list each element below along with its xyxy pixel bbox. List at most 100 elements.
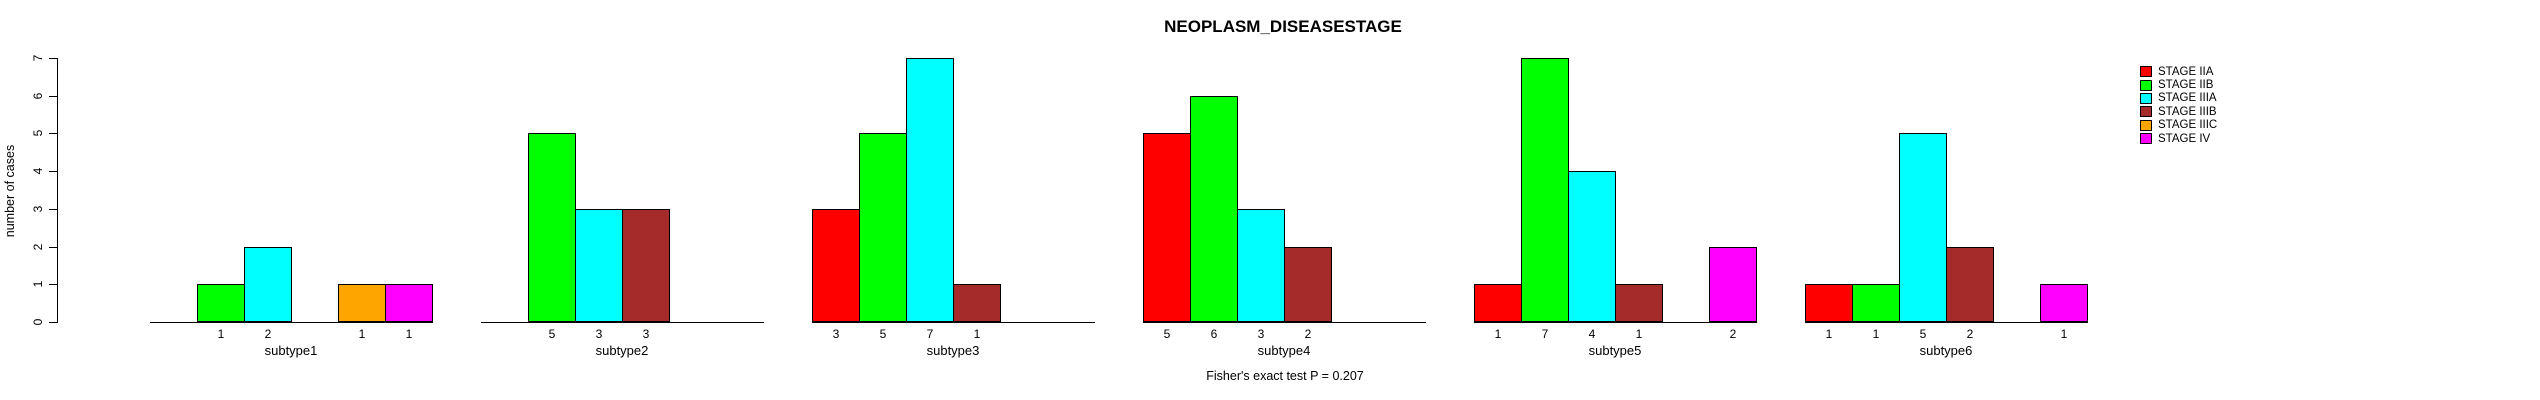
bar-value-label: 5 bbox=[548, 327, 556, 341]
bar-value-label: 7 bbox=[926, 327, 934, 341]
x-axis-baseline bbox=[1143, 322, 1426, 323]
y-axis-tick-label: 0 bbox=[31, 318, 45, 326]
bar-stage-iia-subtype6 bbox=[1805, 284, 1853, 322]
bar-stage-iib-subtype1 bbox=[197, 284, 245, 322]
y-axis-tick-label: 7 bbox=[31, 54, 45, 62]
x-axis-baseline bbox=[1474, 322, 1757, 323]
legend-color-swatch bbox=[2140, 119, 2152, 131]
y-axis-tick-label: 4 bbox=[31, 167, 45, 175]
bar-stage-iiib-subtype6 bbox=[1946, 246, 1994, 322]
bar-stage-iiia-subtype6 bbox=[1899, 133, 1947, 322]
bar-stage-iv-subtype5 bbox=[1709, 246, 1757, 322]
bar-stage-iib-subtype4 bbox=[1190, 95, 1238, 322]
bar-value-label: 1 bbox=[405, 327, 413, 341]
bar-stage-iiia-subtype5 bbox=[1568, 171, 1616, 322]
bar-value-label: 1 bbox=[1872, 327, 1880, 341]
y-axis-line bbox=[57, 58, 58, 323]
bar-stage-iib-subtype2 bbox=[528, 133, 576, 322]
bar-value-label: 5 bbox=[879, 327, 887, 341]
bar-value-label: 1 bbox=[1635, 327, 1643, 341]
bar-value-label: 3 bbox=[595, 327, 603, 341]
bar-stage-iib-subtype6 bbox=[1852, 284, 1900, 322]
y-axis-tick-label: 6 bbox=[31, 92, 45, 100]
legend-label: STAGE IIIB bbox=[2158, 105, 2217, 118]
fisher-test-annotation: Fisher's exact test P = 0.207 bbox=[1206, 369, 1364, 383]
bar-value-label: 7 bbox=[1541, 327, 1549, 341]
bar-value-label: 1 bbox=[217, 327, 225, 341]
bar-value-label: 1 bbox=[2060, 327, 2068, 341]
bar-stage-iiic-subtype1 bbox=[338, 284, 386, 322]
legend-label: STAGE IIIA bbox=[2158, 92, 2217, 105]
bar-value-label: 4 bbox=[1588, 327, 1596, 341]
bar-stage-iiib-subtype2 bbox=[622, 208, 670, 322]
bar-stage-iv-subtype6 bbox=[2040, 284, 2088, 322]
bar-stage-iiib-subtype3 bbox=[953, 284, 1001, 322]
legend-item-stage-iiia: STAGE IIIA bbox=[2140, 92, 2217, 105]
bar-stage-iiib-subtype4 bbox=[1284, 246, 1332, 322]
legend-label: STAGE IV bbox=[2158, 132, 2211, 145]
y-axis-tick bbox=[49, 246, 58, 248]
bar-value-label: 1 bbox=[1825, 327, 1833, 341]
bar-value-label: 1 bbox=[358, 327, 366, 341]
legend-item-stage-iiic: STAGE IIIC bbox=[2140, 119, 2217, 132]
legend-color-swatch bbox=[2140, 66, 2152, 78]
x-axis-baseline bbox=[481, 322, 764, 323]
x-axis-category-label: subtype1 bbox=[264, 343, 318, 358]
bar-stage-iiia-subtype4 bbox=[1237, 208, 1285, 322]
bar-value-label: 5 bbox=[1163, 327, 1171, 341]
bar-stage-iia-subtype5 bbox=[1474, 284, 1522, 322]
legend-label: STAGE IIB bbox=[2158, 79, 2214, 92]
x-axis-baseline bbox=[1805, 322, 2088, 323]
y-axis-tick bbox=[49, 133, 58, 135]
legend-color-swatch bbox=[2140, 79, 2152, 91]
bar-value-label: 1 bbox=[1494, 327, 1502, 341]
bar-stage-iiia-subtype1 bbox=[244, 246, 292, 322]
y-axis-tick bbox=[49, 208, 58, 210]
bar-value-label: 3 bbox=[642, 327, 650, 341]
bar-stage-iiia-subtype3 bbox=[906, 58, 954, 322]
legend-color-swatch bbox=[2140, 133, 2152, 145]
y-axis-tick bbox=[49, 322, 58, 323]
bar-value-label: 5 bbox=[1919, 327, 1927, 341]
bar-value-label: 2 bbox=[1304, 327, 1312, 341]
bar-value-label: 3 bbox=[832, 327, 840, 341]
x-axis-category-label: subtype2 bbox=[595, 343, 649, 358]
bar-value-label: 2 bbox=[1729, 327, 1737, 341]
y-axis-tick-label: 2 bbox=[31, 243, 45, 250]
bar-value-label: 2 bbox=[264, 327, 272, 341]
bar-stage-iiia-subtype2 bbox=[575, 208, 623, 322]
y-axis-tick bbox=[49, 58, 58, 59]
bar-stage-iia-subtype3 bbox=[812, 208, 860, 322]
y-axis-tick bbox=[49, 171, 58, 173]
x-axis-baseline bbox=[812, 322, 1095, 323]
chart-title: NEOPLASM_DISEASESTAGE bbox=[1164, 17, 1402, 36]
legend-item-stage-iv: STAGE IV bbox=[2140, 132, 2217, 145]
legend: STAGE IIA STAGE IIB STAGE IIIA STAGE IIIB ST… bbox=[2140, 65, 2217, 145]
bar-value-label: 3 bbox=[1257, 327, 1265, 341]
bar-stage-iib-subtype3 bbox=[859, 133, 907, 322]
bar-value-label: 6 bbox=[1210, 327, 1218, 341]
x-axis-baseline bbox=[150, 322, 433, 323]
bar-value-label: 1 bbox=[973, 327, 981, 341]
y-axis-tick bbox=[49, 95, 58, 97]
y-axis-tick-label: 3 bbox=[31, 205, 45, 213]
legend-item-stage-iia: STAGE IIA bbox=[2140, 65, 2217, 78]
y-axis-tick bbox=[49, 284, 58, 286]
legend-item-stage-iiib: STAGE IIIB bbox=[2140, 105, 2217, 118]
x-axis-category-label: subtype4 bbox=[1257, 343, 1311, 358]
y-axis-label: number of cases bbox=[3, 144, 17, 238]
legend-label: STAGE IIA bbox=[2158, 65, 2214, 78]
bar-stage-iv-subtype1 bbox=[385, 284, 433, 322]
legend-item-stage-iib: STAGE IIB bbox=[2140, 78, 2217, 91]
bar-stage-iia-subtype4 bbox=[1143, 133, 1191, 322]
bar-stage-iib-subtype5 bbox=[1521, 58, 1569, 322]
y-axis-tick-label: 5 bbox=[31, 130, 45, 137]
legend-label: STAGE IIIC bbox=[2158, 119, 2218, 132]
y-axis-tick-label: 1 bbox=[31, 280, 45, 288]
legend-color-swatch bbox=[2140, 92, 2152, 104]
x-axis-category-label: subtype6 bbox=[1919, 343, 1973, 358]
legend-color-swatch bbox=[2140, 106, 2152, 118]
x-axis-category-label: subtype5 bbox=[1588, 343, 1642, 358]
bar-value-label: 2 bbox=[1966, 327, 1974, 341]
